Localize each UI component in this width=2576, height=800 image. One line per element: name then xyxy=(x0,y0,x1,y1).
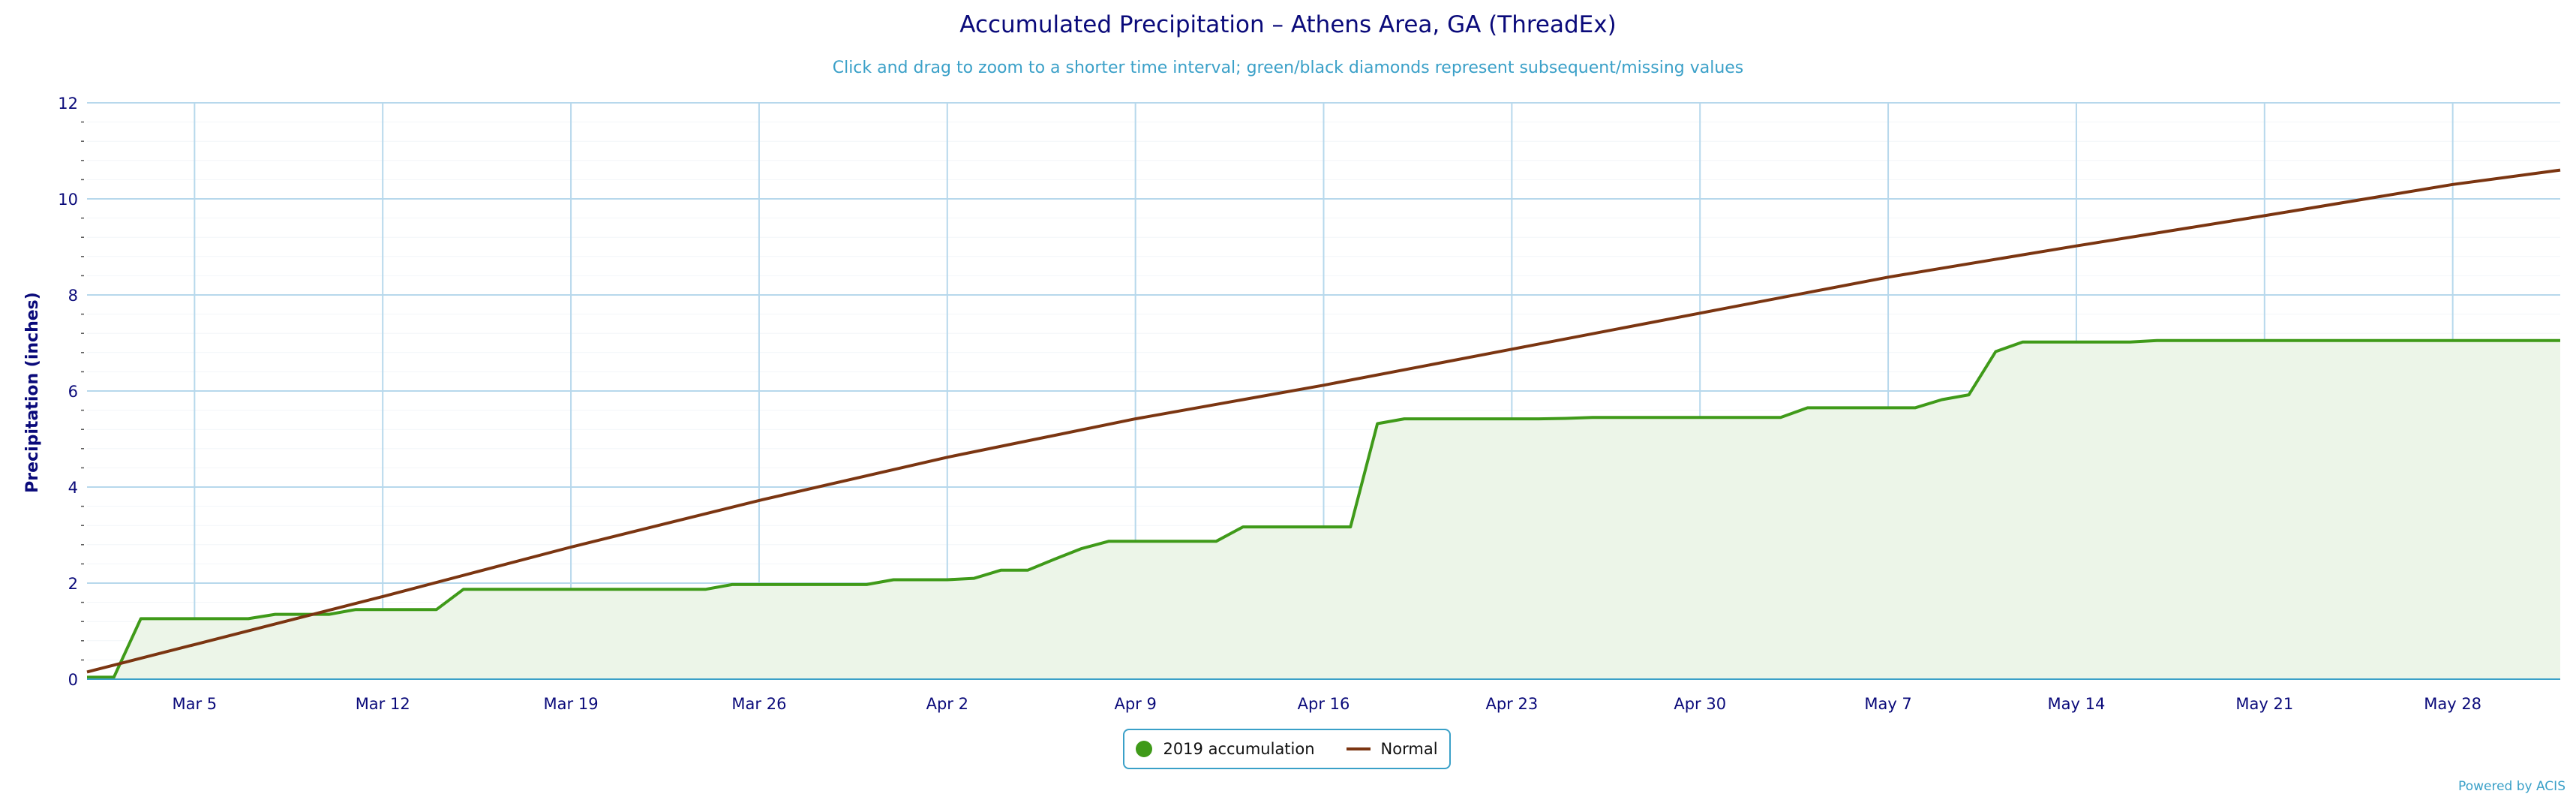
y-tick-label: 4 xyxy=(68,479,78,497)
y-tick-label: 0 xyxy=(68,671,78,689)
powered-by-link[interactable]: Powered by ACIS xyxy=(2458,779,2565,794)
y-axis-label: Precipitation (inches) xyxy=(23,292,42,493)
legend-item-normal[interactable]: Normal xyxy=(1346,740,1438,758)
y-tick-label: 2 xyxy=(68,575,78,593)
chart-title: Accumulated Precipitation – Athens Area,… xyxy=(959,11,1616,38)
accumulation-area xyxy=(87,340,2560,679)
x-tick-label: Apr 30 xyxy=(1674,695,1726,713)
y-tick-label: 8 xyxy=(68,287,78,305)
x-tick-label: May 28 xyxy=(2424,695,2481,713)
x-tick-label: Apr 9 xyxy=(1114,695,1156,713)
x-tick-label: May 14 xyxy=(2048,695,2106,713)
axes: 0 2 4 6 8 10 12 Mar 5 Mar 12 Mar 19 Mar 26 Apr 2 Apr… xyxy=(58,95,2560,713)
x-tick-label: Mar 26 xyxy=(731,695,786,713)
x-tick-label: May 7 xyxy=(1864,695,1911,713)
accumulation-line xyxy=(87,338,2560,679)
y-tick-label: 6 xyxy=(68,383,78,401)
x-tick-label: Mar 5 xyxy=(173,695,218,713)
plot-area[interactable] xyxy=(87,340,2560,679)
x-tick-label: Mar 19 xyxy=(544,695,599,713)
series-lines xyxy=(86,168,2561,679)
green-dot-icon xyxy=(1136,741,1153,757)
legend: 2019 accumulation Normal xyxy=(1123,729,1451,769)
y-tick-label: 12 xyxy=(58,95,78,113)
x-tick-label: May 21 xyxy=(2235,695,2293,713)
brown-line-icon xyxy=(1346,747,1371,750)
legend-label-accumulation: 2019 accumulation xyxy=(1163,740,1315,758)
y-tick-label: 10 xyxy=(58,191,78,209)
x-tick-label: Apr 16 xyxy=(1298,695,1350,713)
legend-label-normal: Normal xyxy=(1380,740,1438,758)
legend-item-accumulation[interactable]: 2019 accumulation xyxy=(1136,740,1315,758)
x-tick-label: Apr 2 xyxy=(926,695,968,713)
x-tick-label: Mar 12 xyxy=(356,695,410,713)
chart-subtitle: Click and drag to zoom to a shorter time… xyxy=(833,59,1744,77)
x-tick-label: Apr 23 xyxy=(1485,695,1538,713)
normal-line xyxy=(86,168,2561,674)
